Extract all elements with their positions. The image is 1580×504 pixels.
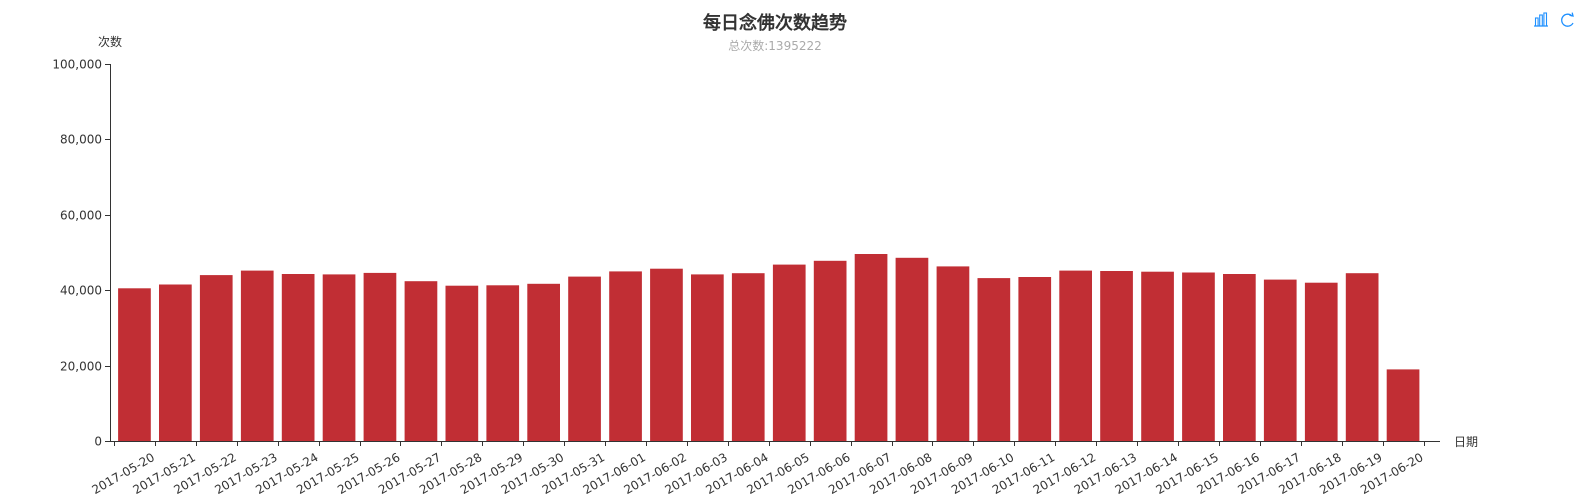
bar[interactable] bbox=[281, 274, 315, 441]
bar[interactable] bbox=[731, 273, 765, 441]
bar[interactable] bbox=[1141, 271, 1174, 441]
bar[interactable] bbox=[691, 274, 724, 441]
bar[interactable] bbox=[199, 275, 233, 441]
bar[interactable] bbox=[486, 285, 520, 441]
bar[interactable] bbox=[813, 260, 847, 441]
y-tick-label: 20,000 bbox=[60, 360, 102, 374]
bar[interactable] bbox=[977, 278, 1011, 441]
bar[interactable] bbox=[1100, 271, 1133, 441]
bar[interactable] bbox=[527, 283, 560, 441]
chart-subtitle: 总次数:1395222 bbox=[728, 38, 822, 53]
bar[interactable] bbox=[650, 268, 683, 441]
bar[interactable] bbox=[895, 257, 929, 441]
y-axis-ticks: 0 20,000 40,000 60,000 80,000 100,000 bbox=[52, 58, 110, 449]
y-tick-label: 100,000 bbox=[52, 58, 102, 72]
bar[interactable] bbox=[1059, 270, 1092, 441]
y-tick-label: 80,000 bbox=[60, 133, 102, 147]
bar[interactable] bbox=[1263, 279, 1297, 441]
bar[interactable] bbox=[159, 284, 192, 442]
bar[interactable] bbox=[118, 288, 151, 441]
bar[interactable] bbox=[240, 270, 274, 441]
bar[interactable] bbox=[1223, 274, 1256, 441]
bar[interactable] bbox=[568, 276, 601, 441]
bar-series bbox=[118, 254, 1420, 442]
bar[interactable] bbox=[854, 254, 888, 441]
x-axis-ticks: 2017-05-202017-05-212017-05-222017-05-23… bbox=[90, 441, 1426, 497]
chart-title: 每日念佛次数趋势 bbox=[703, 12, 847, 34]
y-tick-label: 0 bbox=[94, 435, 102, 449]
bar[interactable] bbox=[936, 266, 970, 441]
bar[interactable] bbox=[609, 271, 642, 441]
y-tick-label: 40,000 bbox=[60, 284, 102, 298]
y-tick-label: 60,000 bbox=[60, 209, 102, 223]
bar[interactable] bbox=[363, 272, 397, 441]
bar-chart-icon[interactable] bbox=[1533, 12, 1549, 28]
bar[interactable] bbox=[1182, 272, 1215, 442]
bar[interactable] bbox=[1345, 273, 1379, 441]
bar[interactable] bbox=[772, 264, 806, 441]
bar[interactable] bbox=[1386, 369, 1420, 441]
bar[interactable] bbox=[1304, 282, 1338, 441]
refresh-icon[interactable] bbox=[1560, 12, 1576, 28]
y-axis-label: 次数 bbox=[98, 34, 122, 49]
bar[interactable] bbox=[404, 281, 438, 441]
x-axis-label: 日期 bbox=[1454, 435, 1478, 449]
bar[interactable] bbox=[1018, 277, 1052, 441]
bar[interactable] bbox=[322, 274, 356, 441]
bar[interactable] bbox=[445, 285, 479, 441]
